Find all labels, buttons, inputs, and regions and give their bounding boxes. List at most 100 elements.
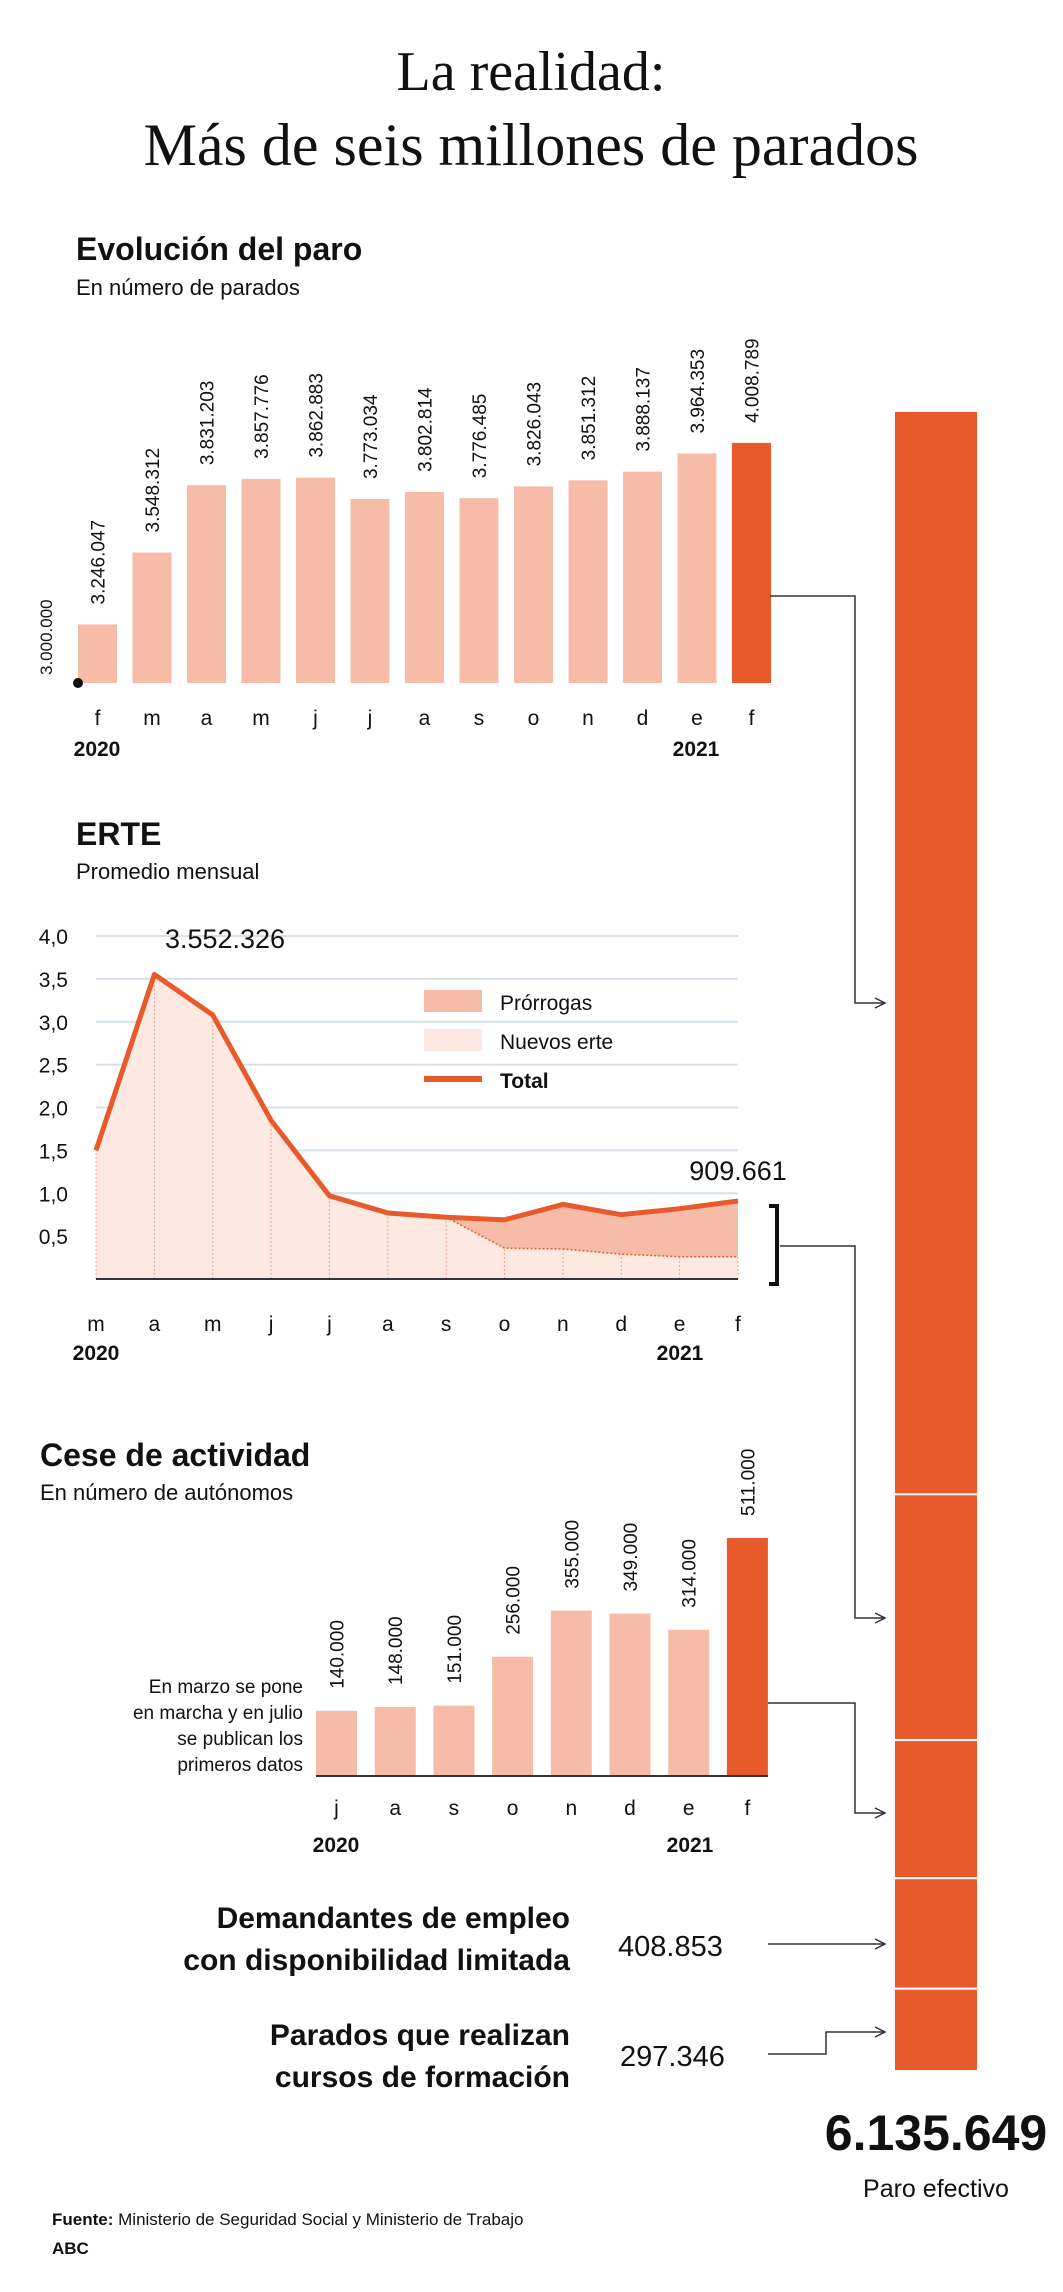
erte-year-start: 2020 — [73, 1342, 120, 1365]
y-tick-label: 2,5 — [39, 1055, 68, 1078]
bar — [568, 480, 608, 683]
x-tick-label: j — [312, 707, 318, 730]
y-tick-label: 3,5 — [39, 969, 68, 992]
x-tick-label: j — [326, 1313, 332, 1336]
cese-note-line: se publican los — [177, 1729, 303, 1750]
bar-value-label: 256.000 — [504, 1566, 525, 1635]
connector-arrow — [770, 595, 885, 1003]
bar — [459, 498, 499, 683]
x-tick-label: f — [749, 707, 755, 730]
bar — [374, 1707, 416, 1776]
title-line1: La realidad: — [397, 41, 666, 103]
y-tick-label: 1,5 — [39, 1140, 68, 1163]
x-tick-label: m — [252, 707, 270, 730]
x-tick-label: s — [441, 1313, 452, 1336]
legend-swatch-prorrogas — [424, 990, 482, 1012]
line-nuevos-erte — [445, 1216, 738, 1258]
source-text: Ministerio de Seguridad Social y Ministe… — [118, 2210, 523, 2229]
area-nuevos-erte — [96, 974, 738, 1279]
legend-swatch-nuevos — [424, 1029, 482, 1051]
bar — [732, 442, 771, 683]
x-tick-label: f — [735, 1313, 741, 1336]
paro-year-end: 2021 — [673, 738, 720, 761]
cese-chart: 140.000 j 148.000 a 151.000 s 256.000 o 355.000 n… — [316, 1449, 768, 1820]
x-tick-label: m — [143, 707, 161, 730]
demandantes-label: Demandantes de empleo — [217, 1902, 570, 1935]
formacion-value: 297.346 — [620, 2041, 725, 2073]
bar — [550, 1610, 592, 1776]
x-tick-label: o — [507, 1797, 519, 1820]
y-tick-label: 1,0 — [39, 1183, 68, 1206]
legend-prorrogas: Prórrogas — [500, 992, 592, 1015]
bar — [677, 453, 717, 683]
bar-value-label: 511.000 — [738, 1449, 759, 1516]
cese-note-line: primeros datos — [177, 1755, 303, 1776]
bar-value-label: 3.826.043 — [525, 382, 546, 467]
paro-title: Evolución del paro — [76, 231, 362, 267]
bar — [668, 1629, 710, 1776]
x-tick-label: s — [474, 707, 485, 730]
paro-chart: 3.246.047 f 3.548.312 m 3.831.203 a 3.857.776 m… — [73, 338, 771, 730]
bar-value-label: 355.000 — [562, 1520, 583, 1589]
connector-arrow — [780, 1245, 885, 1618]
paro-subtitle: En número de parados — [76, 275, 300, 300]
bar-value-label: 349.000 — [621, 1523, 642, 1592]
cese-subtitle: En número de autónomos — [40, 1480, 293, 1505]
x-tick-label: j — [333, 1797, 339, 1820]
bar-value-label: 3.548.312 — [143, 448, 164, 533]
bar — [726, 1538, 768, 1776]
bar-value-label: 151.000 — [445, 1615, 466, 1684]
y-tick-label: 0,5 — [39, 1226, 68, 1249]
cese-note-line: En marzo se pone — [149, 1677, 303, 1698]
demandantes-label: con disponibilidad limitada — [183, 1944, 570, 1977]
x-tick-label: n — [557, 1313, 569, 1336]
total-label: Paro efectivo — [863, 2175, 1009, 2203]
bar-value-label: 3.773.034 — [361, 394, 382, 479]
x-tick-label: m — [87, 1313, 105, 1336]
legend-swatch-total — [424, 1076, 482, 1082]
bar-value-label: 3.862.883 — [307, 373, 328, 458]
bar — [350, 499, 390, 683]
x-tick-label: n — [565, 1797, 577, 1820]
demandantes-value: 408.853 — [618, 1931, 723, 1963]
erte-subtitle: Promedio mensual — [76, 859, 259, 884]
line-total — [93, 971, 739, 1223]
bar-value-label: 314.000 — [680, 1539, 701, 1608]
bar — [78, 624, 117, 683]
x-tick-label: f — [744, 1797, 750, 1820]
connectors — [768, 595, 885, 2055]
erte-chart: 0,5 1,0 1,5 2,0 2,5 3,0 3,5 4,0 m a m j j a s o n d e f — [39, 926, 741, 1336]
x-tick-label: o — [499, 1313, 511, 1336]
bar-value-label: 3.888.137 — [634, 367, 655, 452]
erte-last-label: 909.661 — [689, 1156, 787, 1186]
paro-year-start: 2020 — [74, 738, 121, 761]
erte-peak-label: 3.552.326 — [165, 924, 285, 954]
bar-value-label: 3.802.814 — [416, 387, 437, 472]
y-tick-label: 3,0 — [39, 1012, 68, 1035]
bar — [132, 552, 172, 683]
bar-value-label: 3.851.312 — [579, 376, 600, 461]
x-tick-label: a — [149, 1313, 161, 1336]
stack-segment — [895, 1879, 977, 1988]
erte-year-end: 2021 — [657, 1342, 704, 1365]
baseline-dot — [73, 678, 83, 688]
x-tick-label: d — [624, 1797, 636, 1820]
bar — [514, 486, 553, 683]
paro-baseline-label: 3.000.000 — [37, 599, 56, 675]
x-tick-label: o — [528, 707, 540, 730]
connector-arrow — [768, 1702, 885, 1813]
title-line2: Más de seis millones de parados — [144, 112, 919, 178]
legend-total: Total — [500, 1070, 549, 1093]
bar-value-label: 140.000 — [328, 1620, 349, 1689]
bar — [296, 477, 335, 683]
bar-value-label: 3.857.776 — [252, 374, 273, 459]
formacion-label: Parados que realizan — [270, 2019, 570, 2052]
bar-value-label: 3.246.047 — [89, 520, 110, 605]
bar — [609, 1613, 651, 1776]
x-tick-label: a — [201, 707, 213, 730]
x-tick-label: m — [204, 1313, 222, 1336]
bar — [187, 485, 226, 683]
x-tick-label: a — [419, 707, 431, 730]
bar — [405, 491, 444, 683]
